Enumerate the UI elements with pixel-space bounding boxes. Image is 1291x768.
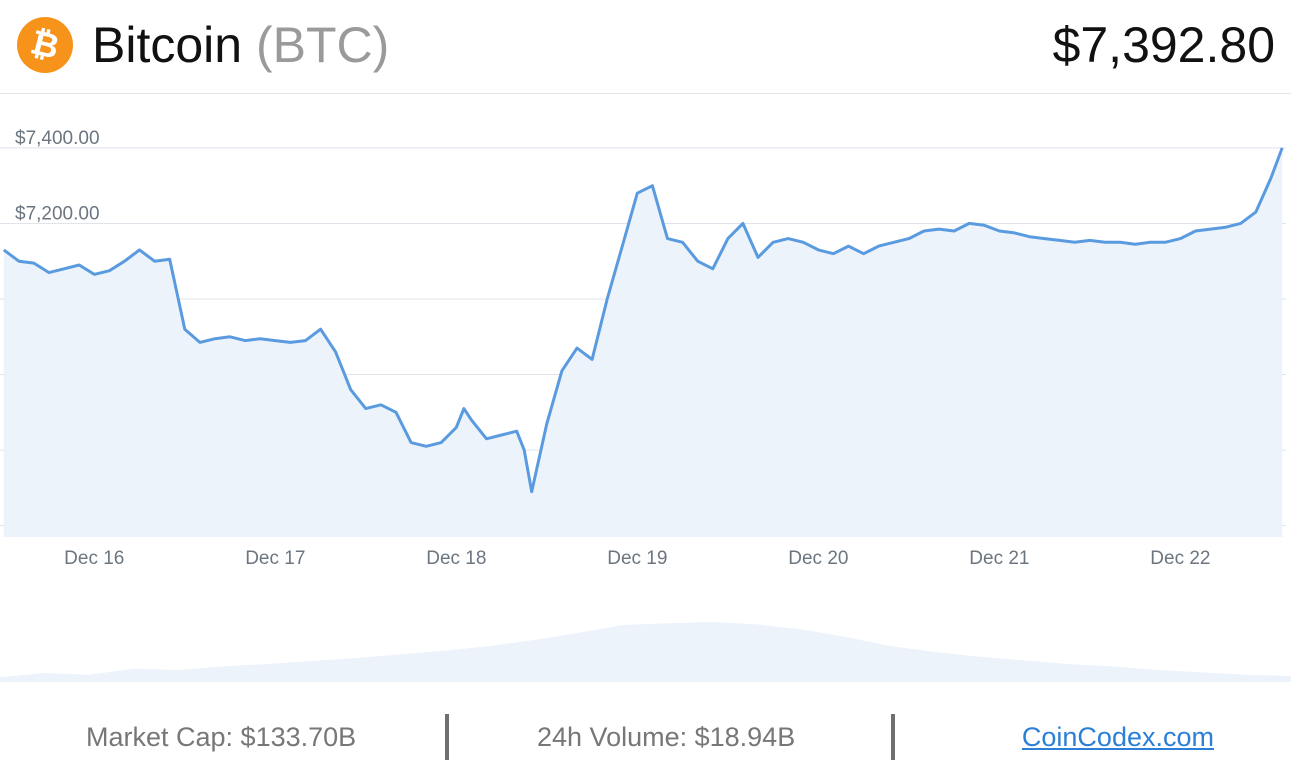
x-tick-label: Dec 17 <box>245 548 305 569</box>
bitcoin-icon: ₿ <box>17 17 73 73</box>
x-tick-label: Dec 18 <box>426 548 486 569</box>
coincodex-link[interactable]: CoinCodex.com <box>1021 722 1214 752</box>
market-cap: Market Cap: $133.70B <box>86 722 357 752</box>
price-area <box>3 147 1283 537</box>
footer: Market Cap: $133.70B 24h Volume: $18.94B… <box>0 700 1291 768</box>
x-tick-label: Dec 16 <box>64 548 124 569</box>
price-chart[interactable]: $7,400.00$7,200.00$7,000.00$6,800.00$6,6… <box>0 95 1291 695</box>
bitcoin-glyph: ₿ <box>26 22 64 68</box>
current-price: $7,392.80 <box>1052 17 1275 73</box>
coin-symbol: (BTC) <box>255 17 390 73</box>
x-tick-label: Dec 22 <box>1150 548 1210 569</box>
x-tick-label: Dec 19 <box>607 548 667 569</box>
y-tick-label: $7,200.00 <box>15 203 100 224</box>
volume-strip <box>0 622 1291 682</box>
header: ₿ Bitcoin (BTC) $7,392.80 <box>0 0 1291 94</box>
x-tick-label: Dec 20 <box>788 548 848 569</box>
coin-title: Bitcoin (BTC) <box>92 14 389 76</box>
footer-divider <box>445 714 449 760</box>
price-line <box>2 147 1284 494</box>
footer-divider <box>891 714 895 760</box>
coin-name: Bitcoin <box>92 17 243 73</box>
y-tick-label: $7,400.00 <box>15 128 100 149</box>
volume-24h: 24h Volume: $18.94B <box>537 722 796 752</box>
x-tick-label: Dec 21 <box>969 548 1029 569</box>
